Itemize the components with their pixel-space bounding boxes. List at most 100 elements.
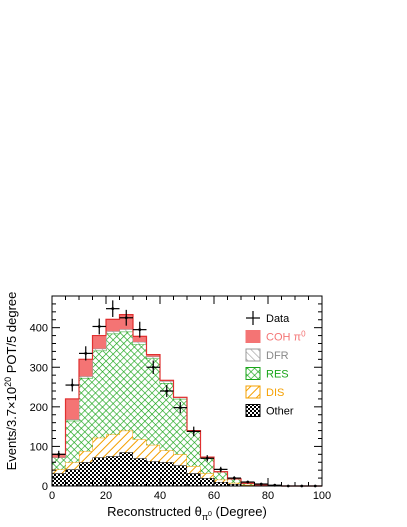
bar-res-6 (133, 344, 147, 440)
data-point-marker (165, 389, 169, 393)
legend-entry-res: RES (245, 367, 289, 381)
data-point-marker (286, 484, 290, 488)
bar-dis-10 (187, 466, 201, 474)
legend-label-dis: DIS (266, 387, 284, 399)
y-tick-label: 400 (30, 323, 48, 335)
bar-res-3 (92, 350, 106, 438)
data-point-marker (300, 484, 304, 488)
x-tick-label: 0 (49, 490, 55, 502)
data-point-marker (138, 328, 142, 332)
data-point (92, 318, 106, 335)
bar-dfr-7 (146, 356, 160, 359)
outline-total (52, 314, 322, 487)
legend-entry-coh: COH π0 (245, 330, 306, 344)
legend-swatch-dfr (245, 348, 261, 362)
bar-other-12 (214, 482, 228, 486)
bar-dfr-3 (92, 348, 106, 351)
bar-res-10 (187, 431, 201, 467)
data-point-marker (97, 325, 101, 328)
data-point-marker (232, 476, 236, 480)
x-tick-label: 100 (313, 490, 331, 502)
bar-dis-9 (173, 454, 187, 466)
data-point (106, 300, 120, 317)
axis-titles: Reconstructed θπ0 (Degree) Events/3.7×102… (3, 292, 267, 522)
bar-coh-2 (79, 359, 93, 377)
data-point-marker (205, 456, 209, 460)
legend-label-dfr: DFR (266, 350, 289, 362)
legend-swatch-res (245, 367, 261, 380)
legend-label-res: RES (266, 369, 289, 381)
legend-label-coh: COH π0 (266, 330, 306, 344)
data-point (268, 483, 282, 487)
bar-res-7 (146, 358, 160, 445)
axes: 0 20 40 60 80 100 0 100 200 300 400 (30, 295, 331, 502)
data-point-marker (178, 406, 182, 410)
bar-other-6 (133, 458, 147, 486)
bar-res-8 (160, 383, 174, 451)
bar-other-13 (227, 484, 241, 486)
bar-dis-8 (160, 450, 174, 463)
data-point-marker (219, 467, 223, 471)
data-point (119, 309, 133, 326)
bar-dis-3 (92, 437, 106, 458)
bar-res-13 (227, 478, 241, 483)
x-tick-label: 80 (262, 490, 274, 502)
legend-entry-dis: DIS (245, 385, 284, 399)
x-tick-label: 60 (208, 490, 220, 502)
data-point (133, 321, 147, 338)
bar-other-4 (106, 456, 120, 486)
bar-coh-4 (106, 319, 120, 332)
bar-dfr-2 (79, 376, 93, 378)
bar-coh-6 (133, 336, 147, 342)
legend-swatch-dis (245, 385, 261, 399)
bar-coh-7 (146, 354, 160, 357)
bar-dis-1 (65, 462, 79, 470)
bar-res-14 (241, 483, 255, 485)
bar-dis-12 (214, 479, 228, 483)
bar-res-4 (106, 333, 120, 435)
bar-dis-5 (119, 430, 133, 453)
legend-entry-data: Data (246, 311, 290, 325)
bar-other-5 (119, 452, 133, 486)
data-point (214, 466, 228, 472)
data-point (52, 450, 66, 458)
bar-dis-0 (52, 469, 66, 474)
data-point (187, 426, 201, 437)
data-point (200, 455, 214, 462)
bar-dfr-5 (119, 329, 133, 332)
bar-res-2 (79, 377, 93, 452)
data-point-marker (70, 383, 74, 387)
data-points (52, 300, 322, 488)
data-point-marker (111, 307, 115, 311)
bar-other-9 (173, 465, 187, 486)
bar-dis-11 (200, 473, 214, 479)
data-point (254, 482, 268, 486)
x-axis-title: Reconstructed θπ0 (Degree) (107, 504, 267, 522)
legend-entry-other: Other (245, 404, 294, 418)
data-point (227, 476, 241, 480)
data-point (241, 480, 255, 484)
x-tick-label: 20 (100, 490, 112, 502)
data-point (146, 360, 160, 374)
data-point-marker (246, 480, 250, 484)
bar-dfr-6 (133, 341, 147, 345)
bar-dfr-1 (65, 419, 79, 421)
bar-other-8 (160, 462, 174, 486)
bar-res-9 (173, 398, 187, 455)
bar-other-7 (146, 461, 160, 486)
bar-dfr-4 (106, 331, 120, 334)
x-tick-label: 40 (154, 490, 166, 502)
bar-dis-13 (227, 482, 241, 485)
bar-coh-3 (92, 335, 106, 349)
data-point (173, 402, 187, 414)
legend-swatch-coh (245, 330, 261, 343)
data-point (65, 378, 79, 392)
bar-dfr-8 (160, 381, 174, 384)
legend-swatch-other (245, 404, 261, 417)
bar-other-2 (79, 462, 93, 486)
y-tick-label: 200 (30, 402, 48, 414)
data-point (308, 484, 322, 488)
data-point-marker (273, 483, 277, 487)
bar-res-5 (119, 331, 133, 431)
